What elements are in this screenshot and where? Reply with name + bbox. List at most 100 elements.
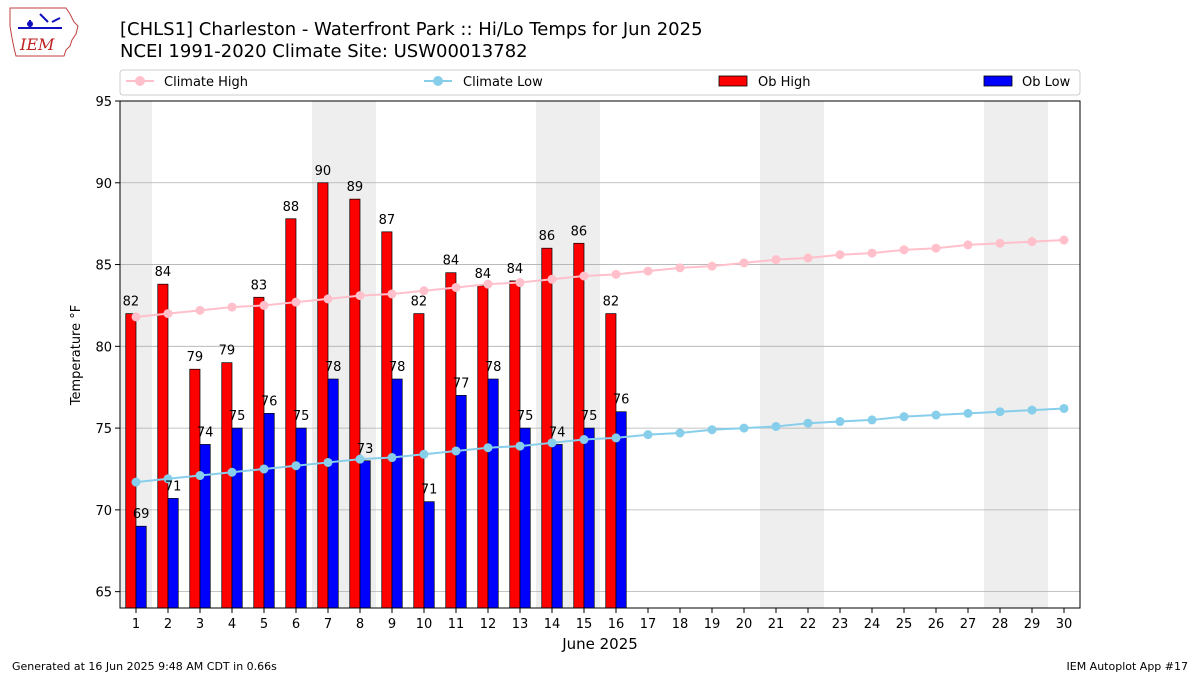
x-tick-label-22: 22	[800, 617, 817, 632]
climate-low-point-day-26	[931, 410, 941, 420]
x-axis: 1 2 3 4 5 6 7 8 9 10 11 12 13 14 15 16 17 18 19 20 21 22 23 24 2…	[132, 608, 1072, 632]
x-tick-label-25: 25	[896, 617, 913, 632]
ob-low-label-day-12: 78	[485, 360, 502, 375]
climate-high-point-day-2	[163, 309, 173, 319]
plot-frame	[119, 100, 1081, 609]
climate-low-point-day-21	[771, 421, 781, 431]
ob-high-bar-day-16	[605, 313, 617, 609]
climate-low-point-day-13	[515, 441, 525, 451]
x-tick-label-7: 7	[324, 617, 332, 632]
ob-low-bar-day-3	[199, 444, 211, 609]
climate-low-point-day-17	[643, 430, 653, 440]
climate-low-point-day-16	[611, 433, 621, 443]
ob-high-label-day-5: 83	[251, 278, 268, 293]
ob-high-bar-day-7	[317, 182, 329, 609]
climate-high-point-day-22	[803, 253, 813, 263]
ob-low-bar-day-7	[327, 378, 339, 609]
x-tick-label-15: 15	[576, 617, 593, 632]
x-tick-label-13: 13	[512, 617, 529, 632]
climate-low-point-day-6	[291, 461, 301, 471]
ob-low-bar-day-5	[263, 413, 275, 609]
x-tick-label-20: 20	[736, 617, 753, 632]
climate-high-point-day-13	[515, 278, 525, 288]
ob-high-bar-day-9	[381, 231, 393, 609]
climate-low-point-day-28	[995, 407, 1005, 417]
chart-subtitle: NCEI 1991-2020 Climate Site: USW00013782	[120, 41, 528, 62]
ob-high-bar-day-4	[221, 362, 233, 609]
x-tick-label-3: 3	[196, 617, 204, 632]
ob-low-label-day-2: 71	[165, 479, 182, 494]
ob-low-bar-day-8	[359, 460, 371, 609]
x-tick-label-9: 9	[388, 617, 396, 632]
climate-high-point-day-24	[867, 248, 877, 258]
ob-low-bar-day-1	[135, 525, 147, 609]
climate-high-point-day-19	[707, 261, 717, 271]
ob-low-label-day-1: 69	[133, 507, 150, 522]
ob-high-bar-day-3	[189, 368, 201, 609]
y-tick-label-65: 65	[95, 586, 112, 601]
x-tick-label-28: 28	[992, 617, 1009, 632]
climate-high-point-day-15	[579, 271, 589, 281]
climate-high-point-day-29	[1027, 237, 1037, 247]
x-tick-label-29: 29	[1024, 617, 1041, 632]
climate-high-point-day-18	[675, 263, 685, 273]
climate-high-point-day-5	[259, 300, 269, 310]
climate-low-point-day-23	[835, 417, 845, 427]
ob-high-bar-day-11	[445, 272, 457, 609]
x-tick-label-6: 6	[292, 617, 300, 632]
ob-low-label-day-11: 77	[453, 376, 470, 391]
weekend-shading	[120, 101, 1048, 608]
x-tick-label-17: 17	[640, 617, 657, 632]
climate-low-point-day-27	[963, 408, 973, 418]
ob-high-label-day-10: 82	[411, 295, 428, 310]
x-tick-label-12: 12	[480, 617, 497, 632]
climate-low-point-day-10	[419, 449, 429, 459]
climate-low-point-day-20	[739, 423, 749, 433]
y-tick-label-80: 80	[95, 340, 112, 355]
climate-low-point-day-8	[355, 454, 365, 464]
climate-high-point-day-10	[419, 286, 429, 296]
ob-low-label-day-9: 78	[389, 360, 406, 375]
climate-high-point-day-17	[643, 266, 653, 276]
ob-high-bar-day-1	[125, 313, 137, 609]
ob-high-label-day-16: 82	[603, 295, 620, 310]
y-tick-label-75: 75	[95, 422, 112, 437]
ob-high-bar-day-10	[413, 313, 425, 609]
legend-item-ob-high: Ob High	[718, 75, 811, 90]
ob-low-bar-day-13	[519, 427, 531, 609]
x-tick-label-21: 21	[768, 617, 785, 632]
ob-high-label-day-11: 84	[443, 254, 460, 269]
climate-high-point-day-14	[547, 274, 557, 284]
ob-low-bar-day-9	[391, 378, 403, 609]
climate-high-point-day-3	[195, 305, 205, 315]
ob-low-bar-day-6	[295, 427, 307, 609]
climate-high-point-day-25	[899, 245, 909, 255]
climate-high-point-day-6	[291, 297, 301, 307]
legend-label-ob-low: Ob Low	[1022, 75, 1071, 90]
ob-high-label-day-13: 84	[507, 262, 524, 277]
data-labels: 82 84 79 79 83 88 90 89 87 82 84 84 84 86 86 82 69 71 74 75…	[123, 164, 630, 522]
x-tick-label-26: 26	[928, 617, 945, 632]
ob-high-label-day-2: 84	[155, 265, 172, 280]
ob-low-bar-day-14	[551, 444, 563, 609]
x-tick-label-27: 27	[960, 617, 977, 632]
climate-high-point-day-26	[931, 243, 941, 253]
y-tick-label-95: 95	[95, 95, 112, 110]
climate-low-point-day-30	[1059, 403, 1069, 413]
climate-high-point-day-12	[483, 279, 493, 289]
climate-high-point-day-4	[227, 302, 237, 312]
x-axis-label: June 2025	[561, 635, 638, 653]
x-tick-label-1: 1	[132, 617, 140, 632]
legend-label-climate-low: Climate Low	[463, 75, 543, 90]
ob-high-label-day-1: 82	[123, 295, 140, 310]
climate-low-point-day-12	[483, 443, 493, 453]
ob-low-label-day-13: 75	[517, 409, 534, 424]
footer-generated: Generated at 16 Jun 2025 9:48 AM CDT in …	[12, 660, 277, 673]
ob-low-label-day-6: 75	[293, 409, 310, 424]
ob-low-bar-day-11	[455, 395, 467, 609]
legend-item-climate-high: Climate High	[126, 75, 248, 90]
ob-high-bar-day-15	[573, 242, 585, 609]
climate-high-point-day-11	[451, 282, 461, 292]
weekend-shade-day-29	[1016, 101, 1048, 608]
ob-low-bar-day-15	[583, 427, 595, 609]
